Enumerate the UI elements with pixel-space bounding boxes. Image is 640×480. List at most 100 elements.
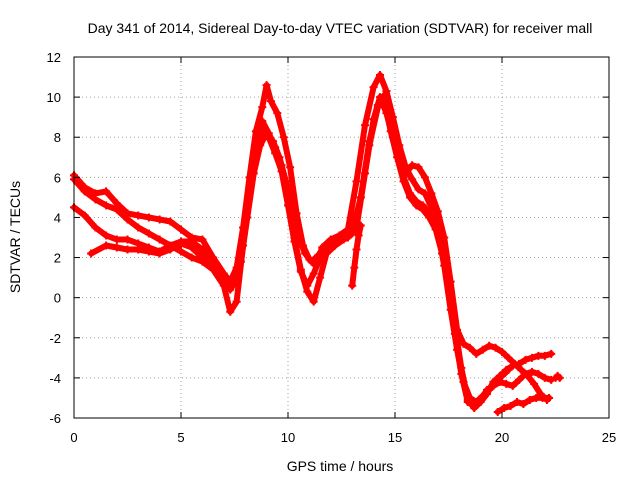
data-point (472, 349, 481, 358)
data-point (258, 123, 267, 132)
data-point (102, 201, 111, 210)
y-tick-label: 2 (54, 251, 61, 266)
data-point (177, 225, 185, 234)
data-point (405, 193, 414, 202)
data-point (155, 249, 164, 258)
data-point (112, 205, 121, 214)
data-point (219, 273, 228, 282)
data-point (521, 355, 530, 364)
data-point (527, 353, 536, 362)
data-point (465, 343, 474, 352)
data-point (540, 351, 549, 360)
x-tick-labels: 0 5 10 15 20 25 (70, 430, 616, 445)
data-point (134, 211, 143, 220)
data-point (326, 241, 335, 250)
data-point (540, 373, 549, 382)
y-tick-label: 10 (47, 90, 61, 105)
data-point (226, 307, 235, 316)
data-point (155, 235, 164, 244)
data-point (517, 365, 526, 374)
data-point (281, 177, 290, 186)
data-point (286, 163, 295, 172)
data-point (266, 97, 275, 106)
x-tick-label: 10 (281, 430, 295, 445)
data-point (523, 371, 532, 380)
data-point (91, 223, 100, 232)
data-point (408, 161, 417, 170)
chart-title: Day 341 of 2014, Sidereal Day-to-day VTE… (88, 20, 593, 36)
data-point (177, 247, 185, 256)
data-point (309, 269, 318, 278)
data-point (506, 401, 515, 410)
data-point (177, 239, 185, 248)
data-point (275, 153, 284, 162)
y-tick-label: -2 (49, 331, 61, 346)
data-point (433, 207, 442, 216)
data-point (269, 137, 278, 146)
data-point (102, 241, 111, 250)
data-point (294, 233, 303, 242)
data-point (155, 215, 164, 224)
data-point (236, 257, 245, 266)
data-point (112, 235, 121, 244)
data-point (376, 93, 385, 102)
data-point (476, 395, 485, 404)
data-point (491, 343, 500, 352)
data-point (144, 247, 153, 256)
y-axis-label: SDTVAR / TECUs (7, 181, 23, 293)
data-point (376, 71, 385, 80)
data-point (134, 223, 143, 232)
data-point (504, 353, 513, 362)
data-point (243, 213, 252, 222)
data-point (463, 397, 472, 406)
data-point (226, 285, 235, 294)
y-tick-label: 8 (54, 130, 61, 145)
data-point (414, 185, 423, 194)
data-point (123, 215, 132, 224)
data-point (258, 103, 267, 112)
tick-layer (73, 56, 610, 419)
data-point (80, 187, 89, 196)
data-point (489, 381, 498, 390)
data-point (320, 243, 329, 252)
plot-frame (73, 56, 610, 419)
data-point (527, 367, 536, 376)
data-point (547, 349, 556, 358)
data-point (478, 345, 487, 354)
data-point (530, 379, 539, 388)
data-point (502, 379, 511, 388)
data-point (198, 235, 207, 244)
data-point (418, 205, 427, 214)
data-point (498, 347, 506, 356)
data-point (335, 237, 344, 246)
data-point (166, 217, 175, 226)
y-tick-label: 0 (54, 291, 61, 306)
data-point (144, 213, 153, 222)
data-point (262, 81, 271, 90)
data-point (420, 173, 429, 182)
x-tick-label: 20 (495, 430, 509, 445)
data-point (354, 231, 363, 240)
data-point (301, 249, 310, 258)
data-point (307, 257, 316, 266)
data-point (198, 253, 207, 262)
y-tick-label: -6 (49, 411, 61, 426)
y-tick-label: 6 (54, 170, 61, 185)
data-point (232, 297, 241, 306)
x-tick-label: 25 (602, 430, 616, 445)
y-tick-label: 12 (47, 50, 61, 65)
data-point (446, 277, 455, 286)
data-point (412, 201, 421, 210)
data-point (123, 235, 132, 244)
data-point (425, 213, 434, 222)
data-point (198, 245, 207, 254)
data-point (356, 221, 365, 230)
data-point (134, 245, 143, 254)
data-point (316, 273, 325, 282)
data-point (350, 263, 359, 272)
x-tick-label: 15 (388, 430, 402, 445)
series-layer (70, 71, 564, 416)
data-point (382, 109, 391, 118)
data-point (431, 225, 440, 234)
